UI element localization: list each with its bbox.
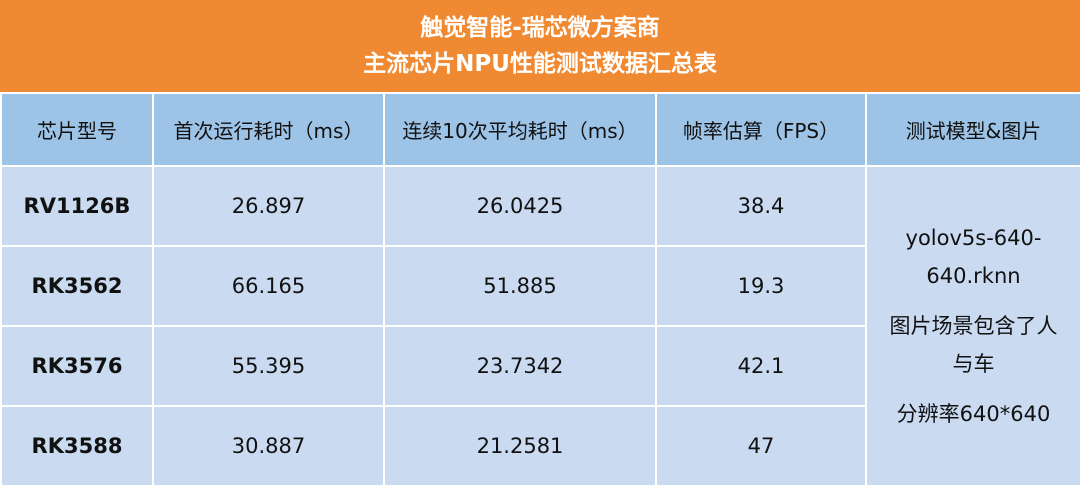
cell: 47 <box>655 405 867 487</box>
header-row: 芯片型号 首次运行耗时（ms） 连续10次平均耗时（ms） 帧率估算（FPS） 测试模型… <box>0 92 1080 167</box>
column-header: 芯片型号 <box>0 92 154 167</box>
data-row: RK3576 55.395 23.7342 42.1 <box>0 325 1080 407</box>
column-header: 帧率估算（FPS） <box>655 92 867 167</box>
cell: 55.395 <box>152 325 385 407</box>
cell: 26.897 <box>152 165 385 247</box>
cell: 26.0425 <box>383 165 657 247</box>
note-line: 图片场景包含了人与车 <box>889 314 1058 376</box>
title-line: 主流芯片NPU性能测试数据汇总表 <box>363 51 717 77</box>
cell: 23.7342 <box>383 325 657 407</box>
title-line: 触觉智能-瑞芯微方案商 <box>420 15 660 41</box>
chip-name: RK3562 <box>0 245 154 327</box>
cell: 51.885 <box>383 245 657 327</box>
note-line: 分辨率640*640 <box>896 402 1051 426</box>
chip-name: RK3576 <box>0 325 154 407</box>
cell: 38.4 <box>655 165 867 247</box>
chip-name: RV1126B <box>0 165 154 247</box>
data-row: RK3588 30.887 21.2581 47 <box>0 405 1080 487</box>
column-header: 连续10次平均耗时（ms） <box>383 92 657 167</box>
cell: 19.3 <box>655 245 867 327</box>
model-note: yolov5s-640-640.rknn 图片场景包含了人与车分辨率640*640 <box>865 165 1080 487</box>
cell: 21.2581 <box>383 405 657 487</box>
column-header: 测试模型&图片 <box>865 92 1080 167</box>
title-banner: 触觉智能-瑞芯微方案商主流芯片NPU性能测试数据汇总表 <box>0 0 1080 92</box>
data-row: RV1126B 26.897 26.0425 38.4 yolov5s-640-640.… <box>0 165 1080 487</box>
chip-name: RK3588 <box>0 405 154 487</box>
column-header: 首次运行耗时（ms） <box>152 92 385 167</box>
note-line: yolov5s-640-640.rknn <box>905 226 1042 288</box>
cell: 42.1 <box>655 325 867 407</box>
data-row: RK3562 66.165 51.885 19.3 <box>0 245 1080 327</box>
data-table: 芯片型号 首次运行耗时（ms） 连续10次平均耗时（ms） 帧率估算（FPS） 测试模型… <box>0 92 1080 487</box>
cell: 66.165 <box>152 245 385 327</box>
cell: 30.887 <box>152 405 385 487</box>
